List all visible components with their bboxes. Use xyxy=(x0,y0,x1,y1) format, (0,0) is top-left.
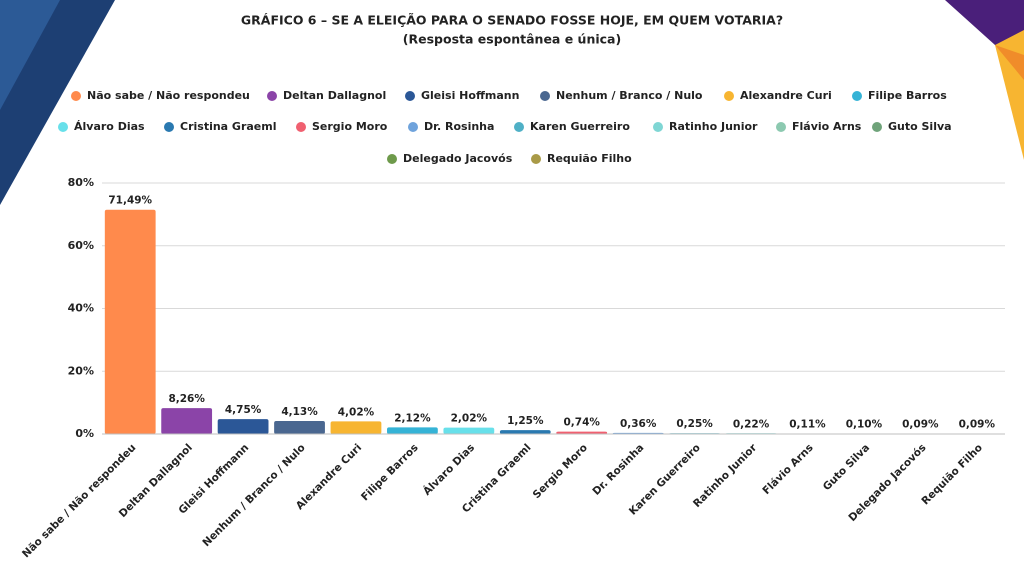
x-tick-label: Filipe Barros xyxy=(359,442,421,504)
legend-label: Nenhum / Branco / Nulo xyxy=(556,89,703,102)
x-tick-label: Guto Silva xyxy=(821,442,872,493)
legend-marker xyxy=(724,91,734,101)
value-label: 2,02% xyxy=(451,413,488,425)
bar xyxy=(104,209,156,434)
x-tick-label: Requião Filho xyxy=(919,442,985,508)
value-label: 0,22% xyxy=(733,418,770,430)
value-label: 0,09% xyxy=(959,419,996,431)
bar xyxy=(161,408,213,434)
legend-marker xyxy=(71,91,81,101)
legend-label: Dr. Rosinha xyxy=(424,120,494,133)
y-tick-label: 20% xyxy=(68,364,94,377)
bar xyxy=(387,427,438,434)
chart-subtitle: (Resposta espontânea e única) xyxy=(403,32,621,47)
value-label: 8,26% xyxy=(168,393,205,405)
legend-marker xyxy=(653,122,663,132)
legend-label: Cristina Graeml xyxy=(180,120,277,133)
value-label: 2,12% xyxy=(394,412,431,424)
bar xyxy=(274,421,325,434)
chart-title: GRÁFICO 6 – SE A ELEIÇÃO PARA O SENADO F… xyxy=(241,13,783,28)
value-label: 0,25% xyxy=(676,418,713,430)
legend-label: Guto Silva xyxy=(888,120,952,133)
y-tick-label: 80% xyxy=(68,176,94,189)
legend-marker xyxy=(267,91,277,101)
legend-marker xyxy=(852,91,862,101)
bar xyxy=(330,421,382,434)
legend-label: Não sabe / Não respondeu xyxy=(87,89,250,102)
x-tick-label: Flávio Arns xyxy=(760,442,815,497)
legend-label: Karen Guerreiro xyxy=(530,120,630,133)
value-label: 0,10% xyxy=(846,419,883,431)
value-label: 0,11% xyxy=(789,419,826,431)
bar xyxy=(217,419,269,434)
value-label: 4,02% xyxy=(338,406,375,418)
legend-label: Requião Filho xyxy=(547,152,632,165)
legend-marker xyxy=(540,91,550,101)
legend-marker xyxy=(514,122,524,132)
value-label: 0,36% xyxy=(620,418,657,430)
legend-marker xyxy=(531,154,541,164)
legend-marker xyxy=(408,122,418,132)
legend-label: Delegado Jacovós xyxy=(403,152,513,165)
value-label: 4,13% xyxy=(281,406,318,418)
x-tick-label: Álvaro Dias xyxy=(420,441,477,498)
legend-marker xyxy=(405,91,415,101)
corner-decoration xyxy=(0,0,60,110)
value-label: 0,09% xyxy=(902,419,939,431)
y-tick-label: 0% xyxy=(75,427,94,440)
legend-label: Filipe Barros xyxy=(868,89,947,102)
legend-marker xyxy=(872,122,882,132)
legend-label: Flávio Arns xyxy=(792,120,862,133)
legend-label: Álvaro Dias xyxy=(74,120,145,133)
legend-label: Deltan Dallagnol xyxy=(283,89,386,102)
x-tick-label: Nenhum / Branco / Nulo xyxy=(200,442,307,549)
legend-marker xyxy=(58,122,68,132)
legend-label: Ratinho Junior xyxy=(669,120,758,133)
x-tick-label: Sergio Moro xyxy=(531,442,590,501)
value-label: 0,74% xyxy=(564,417,601,429)
value-label: 71,49% xyxy=(108,195,152,207)
bar xyxy=(443,427,495,434)
y-tick-label: 60% xyxy=(68,239,94,252)
bar xyxy=(556,431,608,434)
legend-marker xyxy=(776,122,786,132)
bar xyxy=(499,430,551,434)
legend-marker xyxy=(387,154,397,164)
value-label: 1,25% xyxy=(507,415,544,427)
corner-decoration xyxy=(995,45,1024,80)
legend-label: Gleisi Hoffmann xyxy=(421,89,519,102)
legend-marker xyxy=(164,122,174,132)
legend-marker xyxy=(296,122,306,132)
y-tick-label: 40% xyxy=(68,302,94,315)
value-label: 4,75% xyxy=(225,404,262,416)
legend-label: Alexandre Curi xyxy=(740,89,832,102)
x-tick-label: Não sabe / Não respondeu xyxy=(20,442,138,560)
x-tick-label: Dr. Rosinha xyxy=(590,442,646,498)
legend-label: Sergio Moro xyxy=(312,120,388,133)
